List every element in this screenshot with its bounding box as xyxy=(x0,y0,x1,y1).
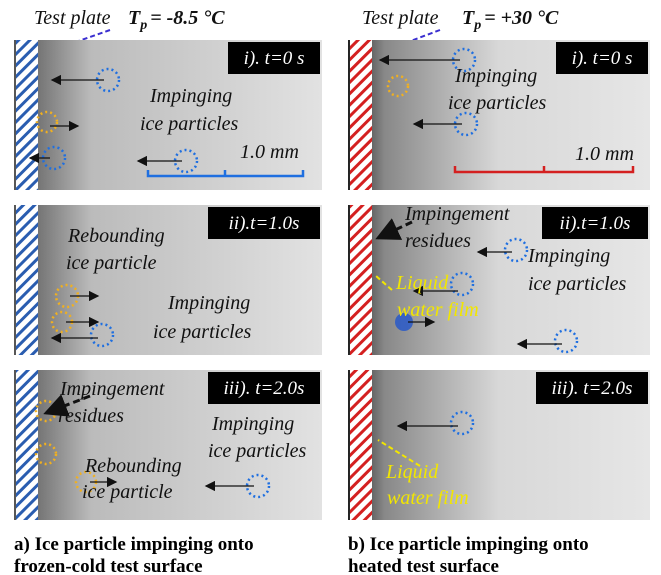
annotation: Impinging xyxy=(527,245,610,267)
symbol: T xyxy=(462,7,475,29)
value: = -8.5 °C xyxy=(150,7,225,29)
caption: heated test surface xyxy=(348,556,499,575)
annotation: residues xyxy=(58,405,124,427)
annotation: Liquid xyxy=(395,272,449,294)
panel-label: i). t=0 s xyxy=(572,48,633,69)
annotation: ice particles xyxy=(448,92,547,114)
caption: frozen-cold test surface xyxy=(14,556,203,575)
annotation: Rebounding xyxy=(84,455,182,477)
annotation: ice particles xyxy=(140,113,239,135)
panel-label: i). t=0 s xyxy=(244,48,305,69)
annotation: Rebounding xyxy=(67,225,165,247)
caption: a) Ice particle impinging onto xyxy=(14,534,254,555)
scale-label: 1.0 mm xyxy=(240,141,299,163)
annotation: ice particle xyxy=(66,252,157,274)
symbol: T xyxy=(128,7,141,29)
header-temp: Tp= +30 °C xyxy=(462,7,559,33)
annotation: water film xyxy=(397,299,479,321)
annotation: Impinging xyxy=(454,65,537,87)
annotation: Impinging xyxy=(149,85,232,107)
scale-label: 1.0 mm xyxy=(575,143,634,165)
annotation: Impinging xyxy=(167,292,250,314)
panel-label: ii).t=1.0s xyxy=(229,213,300,234)
annotation: ice particle xyxy=(82,481,173,503)
panel-label: iii). t=2.0s xyxy=(552,378,633,399)
value: = +30 °C xyxy=(484,7,559,29)
annotation: ice particles xyxy=(528,273,627,295)
annotation: ice particles xyxy=(208,440,307,462)
annotation: Impinging xyxy=(211,413,294,435)
panel-label: ii).t=1.0s xyxy=(560,213,631,234)
header-temp: Tp= -8.5 °C xyxy=(128,7,225,33)
header-label: Test plate xyxy=(34,7,111,29)
annotation: Liquid xyxy=(385,461,439,483)
header-label: Test plate xyxy=(362,7,439,29)
subscript: p xyxy=(139,18,147,33)
caption: b) Ice particle impinging onto xyxy=(348,534,589,555)
subscript: p xyxy=(473,18,481,33)
annotation: residues xyxy=(405,230,471,252)
annotation: water film xyxy=(387,487,469,509)
panel-label: iii). t=2.0s xyxy=(224,378,305,399)
figure: Test plate Tp= -8.5 °C Test plate Tp= +3… xyxy=(0,0,661,575)
annotation: Impingement xyxy=(404,203,510,225)
annotation: Impingement xyxy=(59,378,165,400)
annotation: ice particles xyxy=(153,321,252,343)
